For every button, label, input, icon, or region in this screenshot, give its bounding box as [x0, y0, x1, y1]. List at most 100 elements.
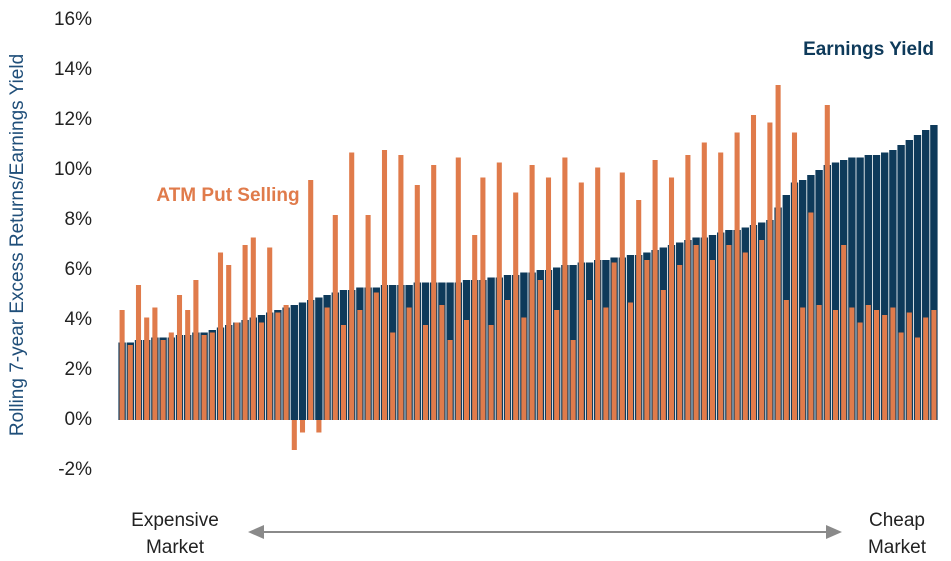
- bar: [160, 340, 166, 420]
- bar: [496, 162, 502, 420]
- bar: [660, 290, 666, 420]
- bar: [226, 265, 232, 420]
- bar: [668, 177, 675, 420]
- bar: [250, 237, 256, 420]
- bar: [349, 152, 355, 420]
- bar: [864, 155, 872, 420]
- bar: [127, 345, 133, 420]
- bar: [488, 325, 494, 420]
- arrow-head: [826, 525, 842, 539]
- bar: [414, 185, 420, 420]
- bar: [176, 295, 183, 420]
- y-tick-label: 4%: [65, 309, 93, 330]
- bar: [529, 165, 535, 420]
- bar: [480, 177, 486, 420]
- bar: [905, 140, 913, 420]
- y-tick-label: 0%: [65, 409, 93, 430]
- y-tick-label: -2%: [58, 459, 92, 480]
- bar: [619, 172, 625, 420]
- bar: [119, 310, 125, 420]
- bar: [290, 305, 298, 420]
- bar: [865, 305, 871, 420]
- bar: [586, 300, 593, 420]
- bar: [193, 280, 199, 420]
- bar: [693, 245, 699, 420]
- bar: [718, 152, 724, 420]
- bar: [808, 212, 814, 420]
- bar: [849, 307, 855, 420]
- bar: [463, 320, 470, 420]
- bar: [889, 150, 897, 420]
- bar: [431, 165, 437, 420]
- bar: [930, 125, 938, 420]
- bar: [898, 332, 904, 420]
- bar: [726, 245, 732, 420]
- bar: [562, 157, 568, 420]
- bar: [841, 245, 847, 420]
- bar: [308, 180, 314, 420]
- bar: [913, 135, 922, 420]
- bar: [815, 170, 823, 420]
- bar: [144, 317, 150, 420]
- y-tick-label: 12%: [54, 109, 92, 130]
- bar: [578, 182, 584, 420]
- y-tick-label: 2%: [65, 359, 93, 380]
- bar: [570, 340, 576, 420]
- y-tick-label: 8%: [65, 209, 93, 230]
- bar: [455, 157, 461, 420]
- bar: [324, 307, 330, 420]
- bar: [652, 160, 658, 420]
- bar: [931, 310, 937, 420]
- bar: [882, 315, 888, 420]
- arrow-head: [248, 525, 264, 539]
- bar: [701, 142, 707, 420]
- bar: [185, 310, 191, 420]
- bars: [118, 85, 938, 450]
- bar: [168, 332, 174, 420]
- bar: [914, 337, 921, 420]
- bar: [275, 312, 281, 420]
- bar: [595, 167, 601, 420]
- x-end-label: Market: [146, 537, 205, 558]
- bar: [357, 310, 363, 420]
- bar: [472, 235, 478, 420]
- x-end-label: Market: [868, 537, 927, 558]
- y-tick-label: 6%: [65, 259, 93, 280]
- bar: [603, 307, 609, 420]
- bar: [209, 332, 215, 420]
- bar: [554, 310, 560, 420]
- bar: [283, 305, 289, 420]
- bar: [201, 335, 207, 420]
- bar: [398, 155, 404, 420]
- bar: [872, 155, 881, 420]
- bar: [816, 305, 822, 420]
- bar: [897, 145, 905, 420]
- bar: [800, 307, 806, 420]
- bar: [217, 252, 224, 420]
- bar: [734, 132, 740, 420]
- bar: [783, 300, 789, 420]
- bar: [848, 157, 856, 420]
- bar: [890, 307, 896, 420]
- bar: [390, 332, 396, 420]
- y-tick-label: 14%: [54, 59, 92, 80]
- bar: [504, 300, 511, 420]
- bar: [791, 132, 798, 420]
- bar: [831, 162, 840, 420]
- bar: [242, 245, 248, 420]
- bar: [824, 105, 830, 420]
- bar: [439, 305, 445, 420]
- bar: [373, 292, 379, 420]
- bar: [152, 307, 158, 420]
- bar: [381, 150, 388, 420]
- bar: [340, 325, 347, 420]
- bar: [923, 317, 929, 420]
- bar: [316, 420, 322, 433]
- y-tick-label: 16%: [54, 9, 92, 30]
- bar: [709, 260, 716, 420]
- bar: [299, 420, 306, 433]
- bar: [742, 252, 748, 420]
- bar: [857, 322, 863, 420]
- bar: [422, 325, 429, 420]
- y-tick-label: 10%: [54, 159, 92, 180]
